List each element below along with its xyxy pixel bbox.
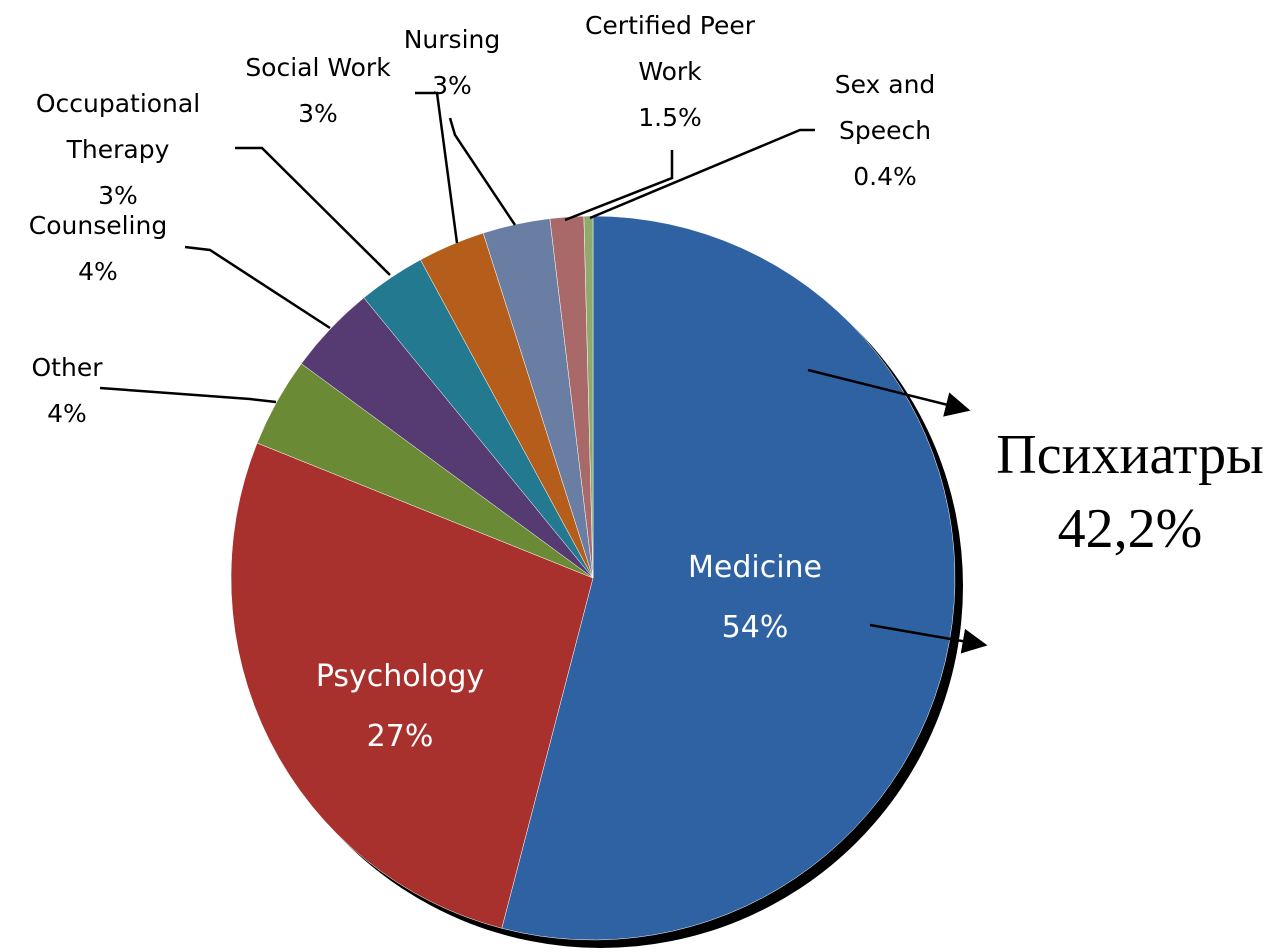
- leader-lines: [99, 91, 988, 654]
- annotation-text: 42,2%: [1057, 498, 1203, 560]
- value-label: 3%: [298, 99, 338, 128]
- slice-label: Nursing 3%: [380, 17, 524, 109]
- slice-label: Other 4%: [0, 345, 134, 437]
- category-label: Medicine: [687, 550, 823, 585]
- slice-label: Certified Peer Work 1.5%: [555, 3, 785, 141]
- slice-label: Social Work 3%: [210, 45, 426, 137]
- slice-label: Counseling 4%: [0, 203, 196, 295]
- category-label: Social Work: [245, 53, 391, 82]
- category-label: Occupational Therapy: [35, 89, 201, 164]
- value-label: 3%: [98, 181, 138, 210]
- category-label: Nursing: [403, 25, 501, 54]
- leader-line: [184, 245, 331, 330]
- annotation: Психиатры 42,2%: [960, 418, 1288, 566]
- leader-line: [589, 128, 815, 220]
- category-label: Certified Peer Work: [584, 11, 756, 86]
- slice-label: Psychology 27%: [250, 647, 550, 767]
- leader-line: [564, 150, 674, 222]
- leader-line: [99, 386, 277, 404]
- category-label: Sex and Speech: [834, 70, 936, 145]
- slice-label: Sex and Speech 0.4%: [790, 62, 980, 200]
- leader-line: [235, 146, 391, 276]
- slice-label: Medicine 54%: [605, 538, 905, 658]
- annotation-arrow: [807, 368, 971, 417]
- value-label: 4%: [78, 257, 118, 286]
- value-label: 3%: [432, 71, 472, 100]
- pie-slice: [230, 442, 594, 929]
- category-label: Other: [31, 353, 103, 382]
- value-label: 54%: [721, 610, 789, 645]
- annotation-text: Психиатры: [996, 424, 1264, 486]
- leader-line: [415, 91, 459, 244]
- value-label: 0.4%: [853, 162, 917, 191]
- value-label: 4%: [47, 399, 87, 428]
- pie-slice: [501, 215, 956, 941]
- value-label: 1.5%: [638, 103, 702, 132]
- category-label: Psychology: [315, 659, 485, 694]
- slice-label: Occupational Therapy 3%: [0, 81, 236, 219]
- category-label: Counseling: [28, 211, 168, 240]
- annotation-arrow: [869, 623, 988, 654]
- leader-line: [448, 117, 517, 226]
- value-label: 27%: [366, 719, 434, 754]
